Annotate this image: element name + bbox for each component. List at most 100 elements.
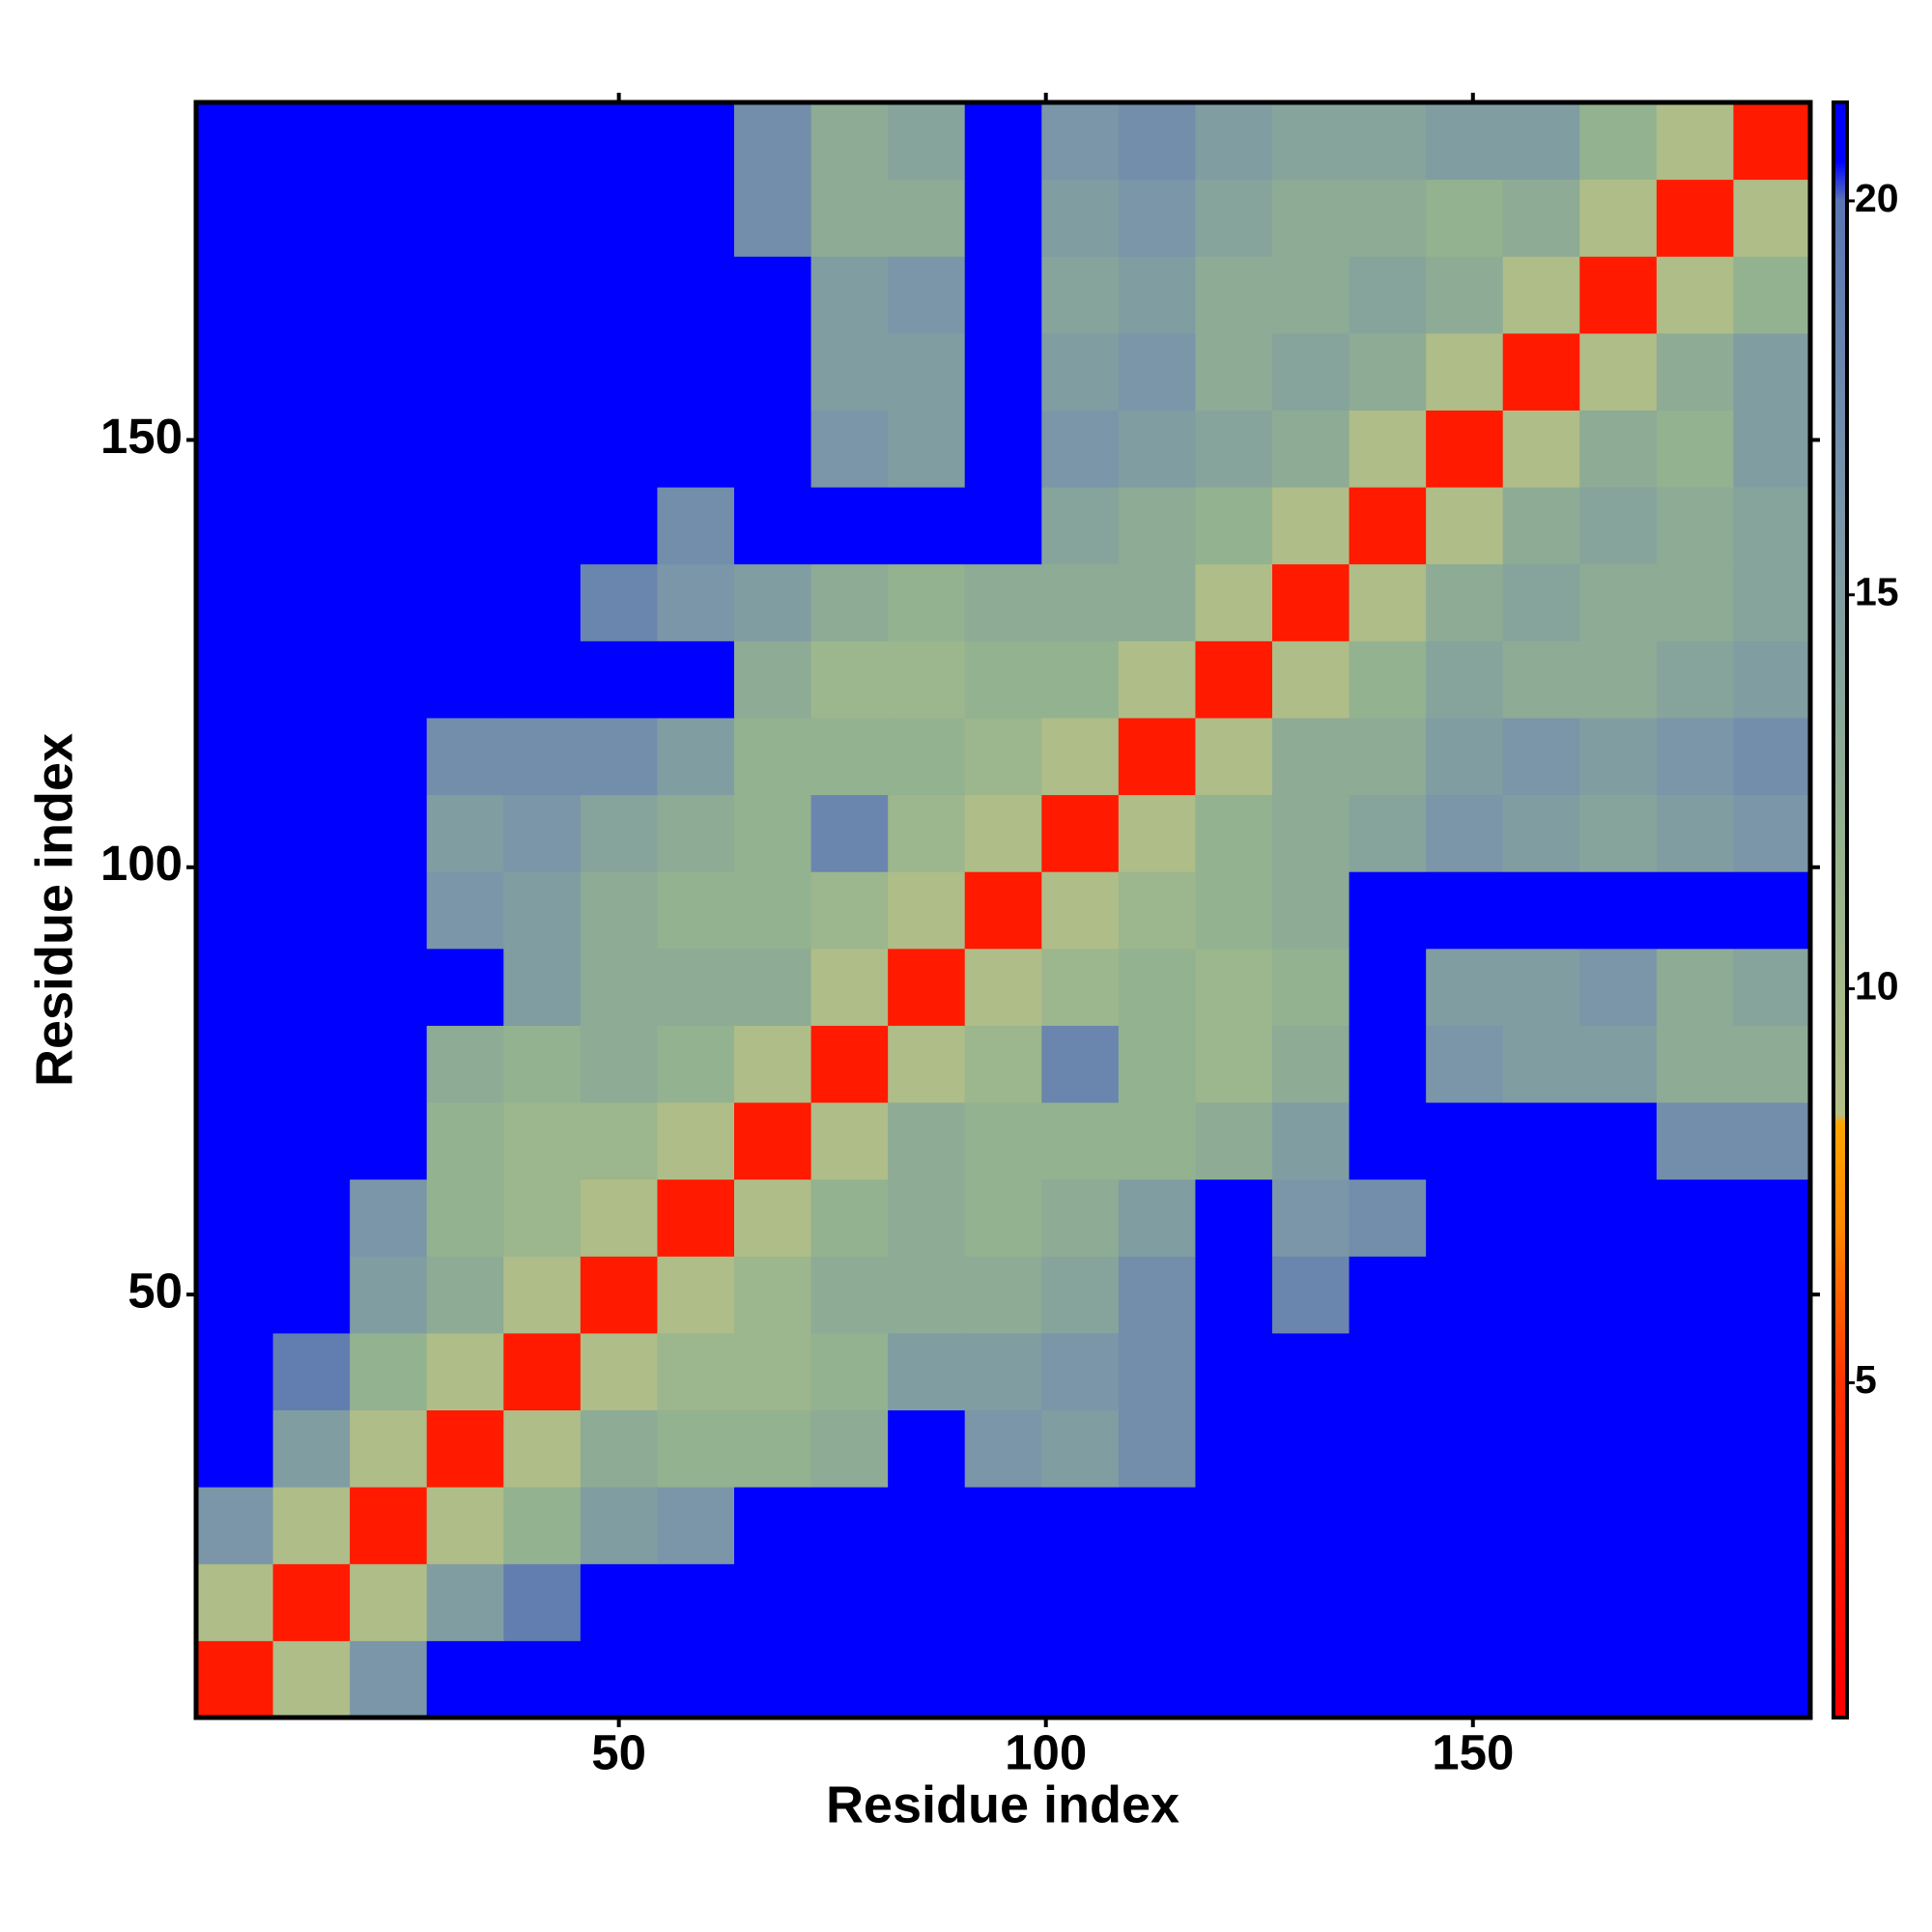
heatmap-cell	[1502, 871, 1580, 950]
heatmap-cell	[426, 1640, 504, 1719]
heatmap-cell	[734, 871, 812, 950]
heatmap-cell	[964, 1256, 1042, 1334]
heatmap-cell	[810, 1332, 889, 1411]
heatmap-cell	[1426, 563, 1504, 641]
heatmap-cell	[1118, 179, 1196, 257]
heatmap-cell	[272, 1256, 351, 1334]
heatmap-cell	[503, 640, 582, 719]
heatmap-cell	[1272, 1487, 1350, 1565]
heatmap-cell	[1656, 1409, 1734, 1488]
heatmap-cell	[1426, 871, 1504, 950]
heatmap-cell	[734, 1102, 812, 1180]
heatmap-cell	[350, 1179, 428, 1257]
heatmap-cell	[964, 1102, 1042, 1180]
heatmap-cell	[1579, 1332, 1658, 1411]
heatmap-cell	[503, 102, 582, 181]
x-axis-title: Residue index	[826, 1776, 1179, 1833]
heatmap-cell	[503, 179, 582, 257]
heatmap-cell	[1041, 1256, 1120, 1334]
heatmap-cell	[196, 179, 274, 257]
heatmap-cell	[657, 563, 735, 641]
heatmap-cell	[1502, 1025, 1580, 1103]
heatmap-cell	[196, 563, 274, 641]
heatmap-cell	[1656, 256, 1734, 334]
heatmap-cell	[196, 1487, 274, 1565]
heatmap-cell	[350, 487, 428, 565]
heatmap-cell	[1579, 1102, 1658, 1180]
heatmap-cell	[1349, 1332, 1427, 1411]
heatmap-cell	[503, 1487, 582, 1565]
heatmap-cell	[580, 1332, 658, 1411]
heatmap-cell	[734, 332, 812, 411]
heatmap-cell	[1195, 1487, 1273, 1565]
heatmap-cell	[196, 102, 274, 181]
heatmap-cell	[1733, 1563, 1811, 1641]
heatmap-cell	[1041, 871, 1120, 950]
heatmap-cell	[503, 256, 582, 334]
heatmap-cell	[888, 1640, 966, 1719]
heatmap-cell	[196, 332, 274, 411]
heatmap-cell	[1579, 1487, 1658, 1565]
heatmap-cell	[888, 1179, 966, 1257]
heatmap-cell	[1272, 1640, 1350, 1719]
heatmap-cell	[1426, 1332, 1504, 1411]
heatmap-cell	[657, 1025, 735, 1103]
heatmap-cell	[1579, 871, 1658, 950]
heatmap-cell	[1272, 1332, 1350, 1411]
heatmap-cell	[1195, 1179, 1273, 1257]
heatmap-cell	[1426, 1487, 1504, 1565]
heatmap-cell	[1272, 794, 1350, 872]
heatmap-cell	[196, 256, 274, 334]
heatmap-cell	[888, 1332, 966, 1411]
heatmap-cell	[196, 1256, 274, 1334]
heatmap-cell	[503, 1256, 582, 1334]
heatmap-cell	[1579, 717, 1658, 796]
heatmap-cell	[1502, 1179, 1580, 1257]
heatmap-cell	[964, 487, 1042, 565]
heatmap-cell	[1195, 179, 1273, 257]
heatmap-cell	[1272, 1563, 1350, 1641]
heatmap-cell	[964, 563, 1042, 641]
heatmap-cell	[1579, 1025, 1658, 1103]
heatmap-cell	[734, 1179, 812, 1257]
heatmap-cell	[1272, 332, 1350, 411]
heatmap-cell	[426, 179, 504, 257]
heatmap-cell	[1656, 179, 1734, 257]
heatmap-cell	[734, 1025, 812, 1103]
heatmap-cell	[888, 640, 966, 719]
heatmap-cell	[1426, 1025, 1504, 1103]
heatmap-cell	[350, 717, 428, 796]
heatmap-cell	[657, 1640, 735, 1719]
heatmap-cell	[964, 1332, 1042, 1411]
heatmap-cell	[1656, 102, 1734, 181]
heatmap-cell	[1656, 1256, 1734, 1334]
heatmap-cell	[1349, 1640, 1427, 1719]
heatmap-cell	[1656, 794, 1734, 872]
heatmap-cell	[1195, 1332, 1273, 1411]
heatmap-cell	[657, 717, 735, 796]
heatmap-cell	[1272, 1102, 1350, 1180]
heatmap-cell	[1733, 1332, 1811, 1411]
heatmap-cell	[1195, 1640, 1273, 1719]
heatmap-cell	[810, 871, 889, 950]
heatmap-cell	[964, 1640, 1042, 1719]
heatmap-cell	[350, 1409, 428, 1488]
heatmap-cell	[888, 1256, 966, 1334]
heatmap-cell	[888, 102, 966, 181]
heatmap-cell	[580, 179, 658, 257]
heatmap-cell	[1041, 256, 1120, 334]
heatmap-cell	[1656, 1025, 1734, 1103]
heatmap-cell	[1041, 1332, 1120, 1411]
heatmap-cell	[1118, 1409, 1196, 1488]
heatmap-cell	[964, 1563, 1042, 1641]
heatmap-cell	[1502, 794, 1580, 872]
heatmap-cell	[1195, 563, 1273, 641]
heatmap-cell	[503, 410, 582, 488]
heatmap-cell	[350, 102, 428, 181]
heatmap-cell	[426, 794, 504, 872]
heatmap-cell	[888, 487, 966, 565]
heatmap-cell	[1272, 256, 1350, 334]
heatmap-cell	[1041, 563, 1120, 641]
heatmap-cell	[1656, 1487, 1734, 1565]
heatmap-cell	[1118, 1640, 1196, 1719]
